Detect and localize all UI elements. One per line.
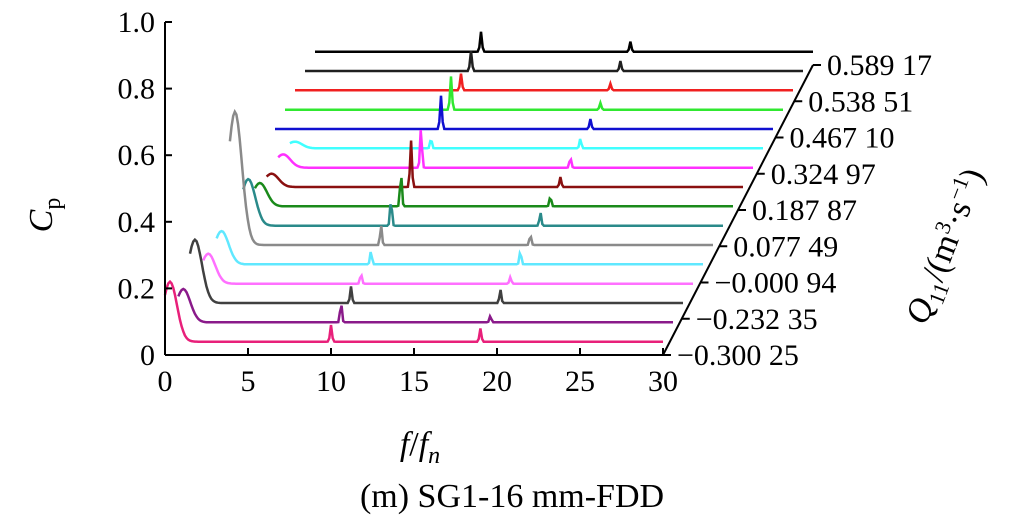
z-tick-label: 0.187 87 — [752, 194, 857, 227]
series-line — [177, 287, 673, 324]
y-tick-label: 0.8 — [118, 73, 156, 106]
series-line — [215, 229, 703, 266]
z-tick-labels: −0.300 25−0.232 35−0.000 94 0.077 490.187… — [677, 49, 932, 372]
y-axis-title: Cp — [23, 198, 66, 233]
tick-labels: 0 5 10 15 20 25 30 0 0.2 0.4 0.6 0.8 1.0 — [118, 6, 679, 398]
z-axis-title: Q11/(m3·s−1) — [896, 162, 997, 331]
series-line — [295, 73, 793, 92]
y-tick-label: 0.2 — [118, 272, 156, 305]
x-tick-label: 0 — [158, 365, 173, 398]
z-tick-label: −0.000 94 — [715, 267, 837, 300]
z-tick-label: 0.077 49 — [733, 230, 838, 263]
series-line — [242, 177, 723, 227]
x-tick-label: 15 — [399, 365, 429, 398]
series-line — [265, 140, 743, 189]
z-tick-label: 0.589 17 — [827, 49, 932, 82]
series-line — [202, 252, 693, 285]
z-tick-label: 0.467 10 — [790, 122, 895, 155]
y-tick-label: 0 — [140, 339, 155, 372]
axes — [164, 21, 821, 356]
series-line — [315, 31, 813, 53]
z-tick-label: −0.232 35 — [696, 303, 818, 336]
y-tick-label: 0.4 — [118, 206, 156, 239]
x-tick-label: 25 — [565, 365, 595, 398]
series-line — [289, 138, 763, 150]
x-tick-label: 10 — [316, 365, 346, 398]
x-axis-title: f/fn — [400, 426, 440, 469]
y-tick-label: 0.6 — [118, 139, 156, 172]
x-tick-label: 30 — [648, 365, 678, 398]
series-line — [253, 177, 733, 208]
x-tick-label: 20 — [482, 365, 512, 398]
series-line — [163, 279, 663, 343]
z-tick-label: 0.324 97 — [771, 158, 876, 191]
x-tick-label: 5 — [241, 365, 256, 398]
z-tick-label: 0.538 51 — [808, 85, 913, 118]
z-tick-label: −0.300 25 — [677, 339, 799, 372]
series-line — [275, 95, 773, 131]
spectrum-traces — [163, 31, 813, 343]
series-line — [228, 108, 713, 247]
figure-caption: (m) SG1-16 mm-FDD — [359, 478, 665, 515]
series-line — [305, 50, 803, 73]
series-line — [285, 76, 783, 111]
series-line — [277, 130, 753, 169]
series-line — [188, 237, 683, 305]
y-tick-label: 1.0 — [118, 6, 156, 39]
